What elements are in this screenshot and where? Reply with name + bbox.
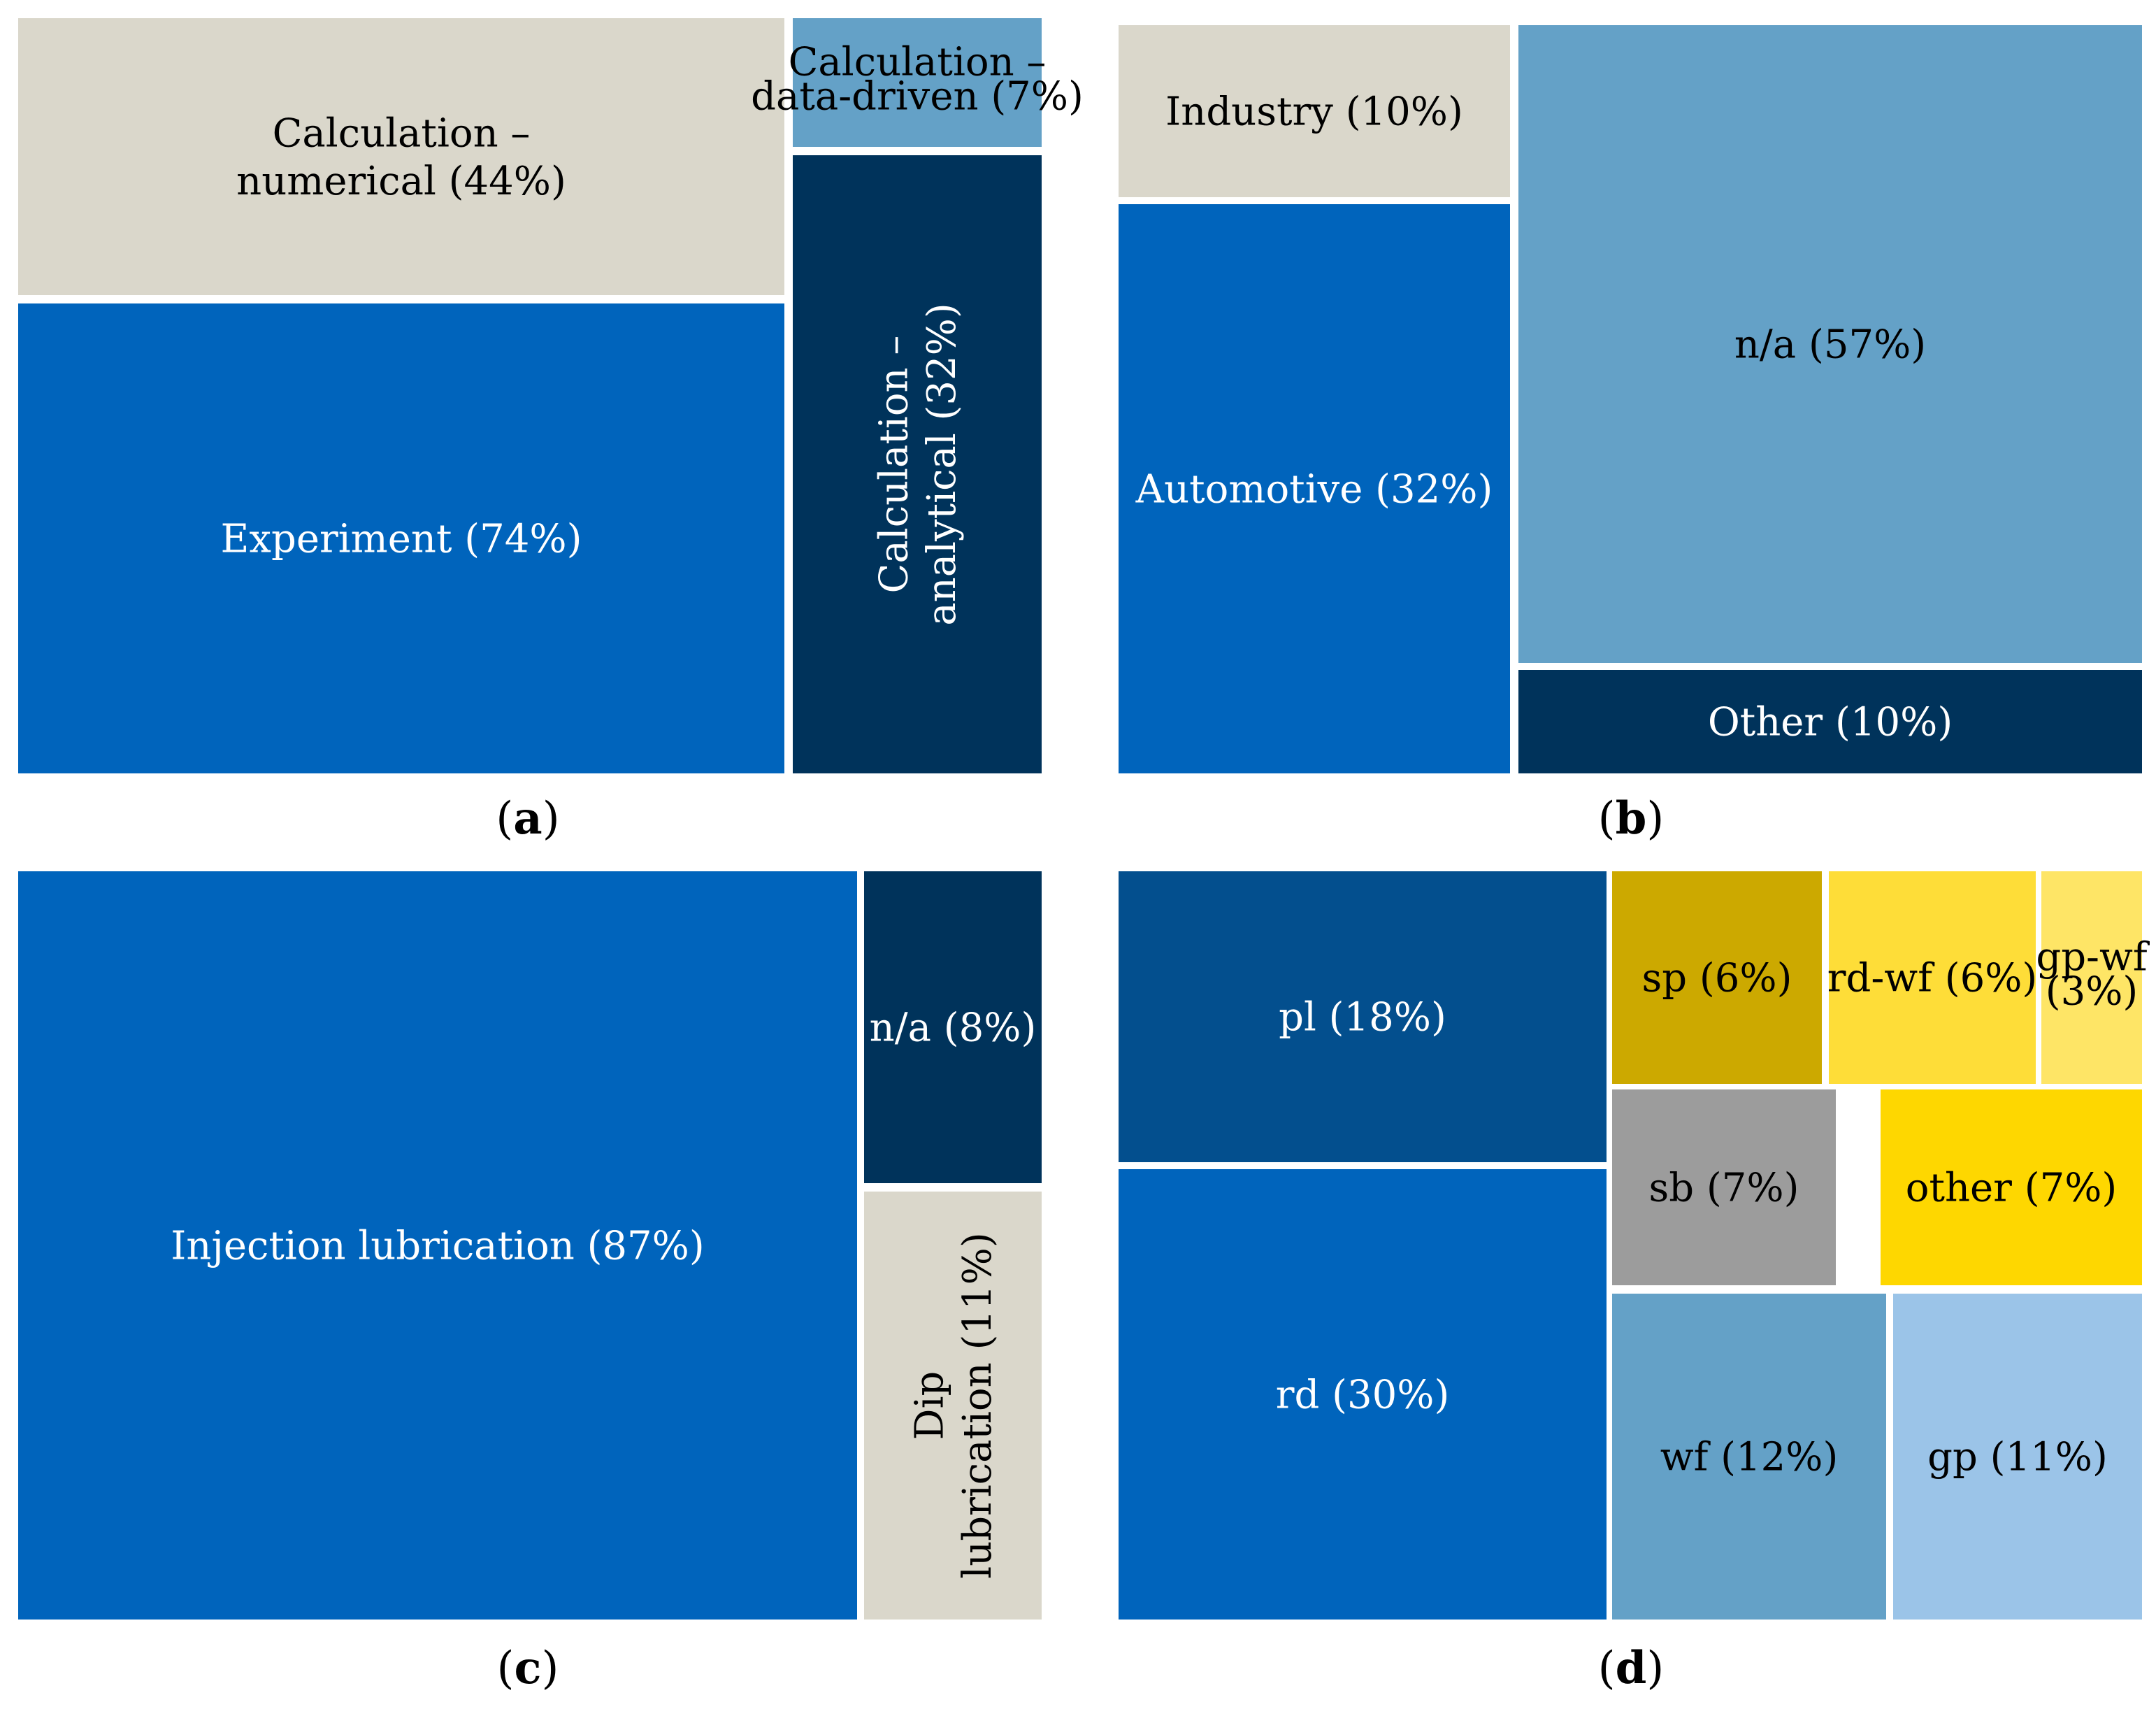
treemap-panel-a: Calculation – numerical (44%)Calculation … — [18, 18, 1084, 845]
tile-label-line: Calculation – — [273, 110, 531, 156]
tile-label-gp: gp (11%) — [1927, 1435, 2108, 1480]
tile-label-line: pl (18%) — [1279, 995, 1446, 1041]
tile-label-sp: sp (6%) — [1642, 956, 1792, 1001]
tile-rect-other — [1518, 670, 2142, 773]
tile-calculation-data-driven: Calculation – data-driven (7%) — [751, 18, 1084, 147]
tile-rect-gp — [1893, 1294, 2142, 1620]
tile-rect-injection-lubrication — [18, 871, 857, 1620]
tile-rect-calculation-data-driven — [793, 18, 1042, 147]
tile-industry: Industry (10%) — [1119, 25, 1510, 197]
tile-label-line: wf (12%) — [1660, 1435, 1839, 1480]
treemap-panel-b: Industry (10%) n/a (57%) Automotive (32%) O… — [1119, 25, 2142, 845]
tile-label-line: Automotive (32%) — [1135, 467, 1493, 513]
tile-label-rd-wf: rd-wf (6%) — [1827, 956, 2038, 1001]
tile-pl: pl (18%) — [1119, 871, 1607, 1162]
tile-calculation-numerical: Calculation – numerical (44%) — [18, 18, 784, 295]
tile-gp-wf: gp-wf (3%) — [2036, 871, 2150, 1084]
tile-rect-wf — [1612, 1294, 1886, 1620]
tile-dip-lubrication: Diplubrication (11%) — [864, 1192, 1042, 1620]
tile-label-other: other (7%) — [1906, 1166, 2118, 1211]
tile-calculation-analytical: Calculation –analytical (32%) — [793, 155, 1042, 773]
tile-label-industry: Industry (10%) — [1165, 90, 1463, 135]
tile-injection-lubrication: Injection lubrication (87%) — [18, 871, 857, 1620]
tile-label-pl: pl (18%) — [1279, 995, 1446, 1041]
tile-label-line: sb (7%) — [1649, 1166, 1799, 1211]
panel-caption-c: (c) — [497, 1642, 559, 1694]
tile-label-line: Injection lubrication (87%) — [171, 1224, 704, 1269]
tile-label-other: Other (10%) — [1708, 700, 1953, 745]
tile-label-line: analytical (32%) — [919, 303, 965, 625]
tile-label-line: Experiment (74%) — [221, 517, 582, 562]
tile-label-line: sp (6%) — [1642, 956, 1792, 1001]
tile-label-injection-lubrication: Injection lubrication (87%) — [171, 1224, 704, 1269]
tile-label-experiment: Experiment (74%) — [221, 517, 582, 562]
panel-caption-a: (a) — [496, 792, 559, 845]
tile-rect-sp — [1612, 871, 1822, 1084]
tile-experiment: Experiment (74%) — [18, 303, 784, 773]
panel-caption-d: (d) — [1598, 1642, 1665, 1694]
tile-label-calculation-analytical: Calculation –analytical (32%) — [871, 303, 964, 625]
treemap-panel-c: Injection lubrication (87%) n/a (8%) Diplu… — [18, 871, 1042, 1694]
tile-label-line: gp (11%) — [1927, 1435, 2108, 1480]
panel-caption-b: (b) — [1598, 792, 1665, 845]
tile-label-line: n/a (8%) — [870, 1006, 1037, 1051]
tile-other: Other (10%) — [1518, 670, 2142, 773]
tile-rect-calculation-analytical — [793, 155, 1042, 773]
tile-rd: rd (30%) — [1119, 1169, 1607, 1620]
tile-n-a: n/a (8%) — [864, 871, 1042, 1183]
tile-label-line: Calculation – — [789, 40, 1047, 85]
tile-label-line: lubrication (11%) — [955, 1232, 1000, 1578]
treemap-panel-d: pl (18%) rd (30%) sp (6%) rd-wf (6%)gp-wf (3… — [1119, 871, 2150, 1694]
tile-other: other (7%) — [1881, 1089, 2142, 1285]
tile-label-line: Calculation – — [871, 336, 917, 594]
tile-label-line: gp-wf — [2036, 935, 2150, 980]
tile-rect-gp-wf — [2041, 871, 2142, 1084]
tile-rect-automotive — [1119, 204, 1510, 773]
tile-rect-experiment — [18, 303, 784, 773]
tile-rect-dip-lubrication — [864, 1192, 1042, 1620]
tile-n-a: n/a (57%) — [1518, 25, 2142, 663]
tile-label-automotive: Automotive (32%) — [1135, 467, 1493, 513]
tile-rd-wf: rd-wf (6%) — [1827, 871, 2038, 1084]
tile-label-line: rd (30%) — [1276, 1373, 1450, 1418]
tile-label-line: n/a (57%) — [1734, 322, 1926, 368]
tile-rect-n-a — [864, 871, 1042, 1183]
tile-label-rd: rd (30%) — [1276, 1373, 1450, 1418]
tile-automotive: Automotive (32%) — [1119, 204, 1510, 773]
tile-label-line: Industry (10%) — [1165, 90, 1463, 135]
tile-rect-industry — [1119, 25, 1510, 197]
tile-label-line: other (7%) — [1906, 1166, 2118, 1211]
tile-label-calculation-numerical: Calculation – numerical (44%) — [236, 110, 566, 203]
tile-wf: wf (12%) — [1612, 1294, 1886, 1620]
tile-rect-rd-wf — [1829, 871, 2036, 1084]
tile-label-line: numerical (44%) — [236, 159, 566, 204]
tile-rect-sb — [1612, 1089, 1836, 1285]
tile-label-line: (3%) — [2046, 968, 2139, 1014]
tile-rect-pl — [1119, 871, 1607, 1162]
tile-sb: sb (7%) — [1612, 1089, 1836, 1285]
tile-label-gp-wf: gp-wf (3%) — [2036, 935, 2150, 1015]
tile-rect-n-a — [1518, 25, 2142, 663]
tile-gp: gp (11%) — [1893, 1294, 2142, 1620]
tile-label-line: Other (10%) — [1708, 700, 1953, 745]
tile-label-line: data-driven (7%) — [751, 73, 1084, 119]
tile-label-wf: wf (12%) — [1660, 1435, 1839, 1480]
tile-label-n-a: n/a (57%) — [1734, 322, 1926, 368]
tile-label-line: Dip — [907, 1371, 952, 1440]
tile-label-calculation-data-driven: Calculation – data-driven (7%) — [751, 40, 1084, 120]
tile-label-line: rd-wf (6%) — [1827, 956, 2038, 1001]
tile-label-dip-lubrication: Diplubrication (11%) — [907, 1232, 1000, 1578]
tile-rect-rd — [1119, 1169, 1607, 1620]
tile-label-sb: sb (7%) — [1649, 1166, 1799, 1211]
tile-rect-other — [1881, 1089, 2142, 1285]
tile-sp: sp (6%) — [1612, 871, 1822, 1084]
tile-rect-calculation-numerical — [18, 18, 784, 295]
tile-label-n-a: n/a (8%) — [870, 1006, 1037, 1051]
